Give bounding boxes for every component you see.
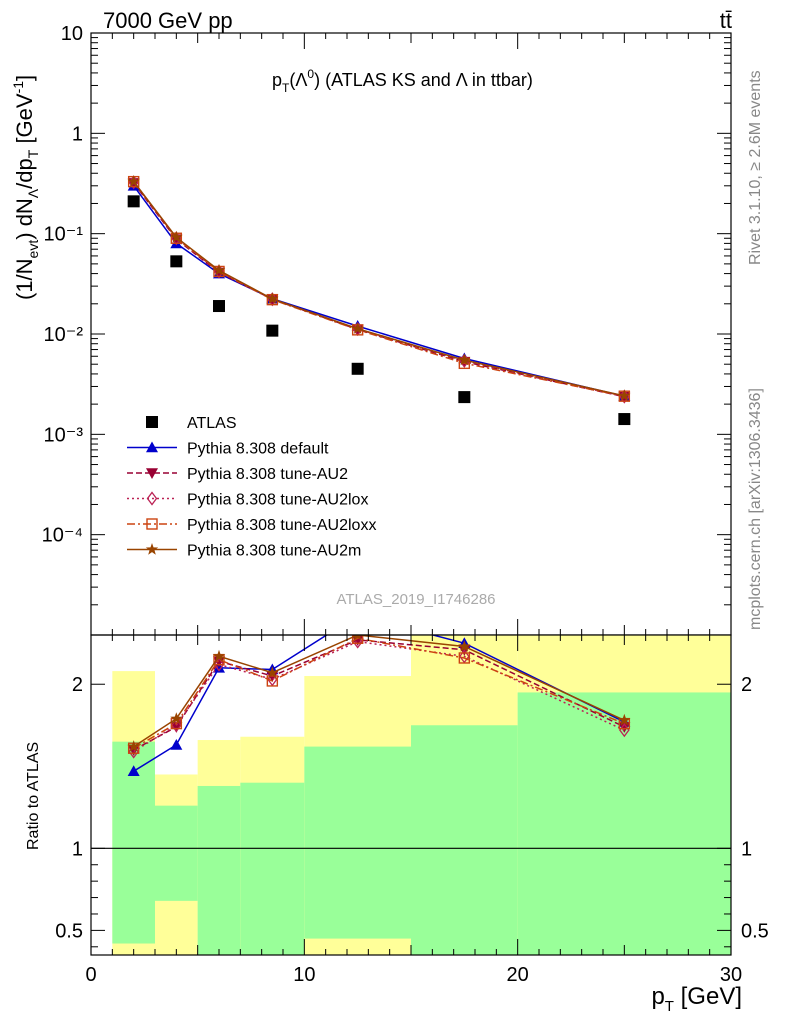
legend-label: Pythia 8.308 tune-AU2lox xyxy=(187,492,368,509)
ratio-data-point xyxy=(127,740,140,752)
main-data-point xyxy=(212,263,226,276)
main-data-point xyxy=(351,322,364,334)
main-data-point xyxy=(170,255,183,268)
main-y-axis-label: (1/Nevt) dNΛ/dpT [GeV-1] xyxy=(10,75,41,300)
ratio-band-green xyxy=(240,782,305,955)
ratio-y-tick-label-right: 2 xyxy=(741,674,752,696)
main-data-point xyxy=(213,300,225,313)
x-tick-label: 20 xyxy=(507,964,529,986)
legend-label: Pythia 8.308 default xyxy=(187,441,329,458)
ratio-series-line xyxy=(133,637,625,749)
ratio-data-point xyxy=(213,657,225,672)
main-y-tick-label: 10⁻² xyxy=(44,324,84,346)
main-series xyxy=(127,175,631,402)
header-right: tt̄ xyxy=(720,8,732,33)
plot-title: pT(Λ0) (ATLAS KS and Λ in ttbar) xyxy=(272,67,533,95)
ratio-band-green xyxy=(304,746,411,939)
ratio-y-tick-label: 0.5 xyxy=(55,920,83,942)
ratio-y-axis-label: Ratio to ATLAS xyxy=(25,742,42,850)
main-data-point xyxy=(458,391,471,404)
main-data-point xyxy=(618,413,631,426)
main-y-tick-label: 10⁻⁴ xyxy=(42,525,83,547)
header-left: 7000 GeV pp xyxy=(103,8,233,33)
main-series xyxy=(127,195,631,426)
legend-entry: Pythia 8.308 tune-AU2lox xyxy=(127,491,368,509)
legend-label: Pythia 8.308 tune-AU2loxx xyxy=(187,517,376,534)
main-series xyxy=(127,178,631,403)
ratio-band-green xyxy=(411,725,518,955)
legend-entry: ATLAS xyxy=(146,415,237,432)
main-series-line xyxy=(133,181,625,397)
ratio-y-tick-label-right: 1 xyxy=(741,838,752,860)
legend-marker xyxy=(146,468,158,479)
legend-entry: Pythia 8.308 tune-AU2loxx xyxy=(127,517,376,534)
main-data-point xyxy=(127,195,140,208)
ratio-data-point xyxy=(458,652,471,664)
main-data-point xyxy=(266,324,279,337)
ratio-data-point xyxy=(266,666,279,678)
ratio-data-point xyxy=(351,635,364,644)
main-y-tick-label: 10⁻³ xyxy=(44,424,84,446)
main-series xyxy=(128,175,630,404)
legend-marker xyxy=(146,416,158,428)
main-series-line xyxy=(133,185,625,397)
ratio-data-point xyxy=(212,649,226,662)
ratio-series-group xyxy=(127,635,631,777)
ratio-data-point xyxy=(127,745,140,756)
ratio-y-tick-label: 1 xyxy=(72,838,83,860)
legend-label: Pythia 8.308 tune-AU2 xyxy=(187,466,348,483)
main-data-point xyxy=(618,389,631,402)
ratio-data-point xyxy=(170,712,183,724)
main-series xyxy=(127,179,631,401)
ratio-data-point xyxy=(170,722,183,733)
main-data-point xyxy=(127,175,140,187)
main-series-line xyxy=(133,181,625,397)
ratio-y-tick-label: 2 xyxy=(72,674,83,696)
ratio-data-point xyxy=(353,635,362,641)
ratio-band-green xyxy=(197,785,241,955)
main-data-point xyxy=(458,353,471,366)
legend-entry: Pythia 8.308 tune-AU2m xyxy=(127,543,361,560)
main-y-tick-label: 1 xyxy=(72,123,83,145)
legend-entry: Pythia 8.308 tune-AU2 xyxy=(127,466,348,483)
legend: ATLAS Pythia 8.308 default Pythia 8.308 tu… xyxy=(127,415,376,560)
legend-marker xyxy=(146,518,158,530)
ratio-band-green xyxy=(155,805,198,901)
main-series-line xyxy=(133,182,625,398)
analysis-watermark: ATLAS_2019_I1746286 xyxy=(336,591,495,608)
main-panel: pT(Λ0) (ATLAS KS and Λ in ttbar) (1/Nevt… xyxy=(10,23,732,636)
legend-label: Pythia 8.308 tune-AU2m xyxy=(187,543,361,560)
ratio-data-point xyxy=(170,738,183,750)
ratio-data-point xyxy=(458,640,471,652)
ratio-series xyxy=(127,635,631,752)
ratio-series-line xyxy=(133,640,625,753)
main-data-point xyxy=(351,362,364,375)
ratio-panel: 0.5 0.51 12 20 10 20 30 Ratio to ATLAS pT [GeV… xyxy=(25,634,769,1015)
mcplots-label: mcplots.cern.ch [arXiv:1306.3436] xyxy=(747,388,764,630)
main-data-point xyxy=(266,292,279,305)
main-y-tick-label: 10 xyxy=(61,23,83,45)
main-data-point xyxy=(170,230,183,243)
ratio-data-point xyxy=(127,765,140,777)
legend-entry: Pythia 8.308 default xyxy=(127,441,329,458)
x-axis-label: pT [GeV] xyxy=(651,983,742,1015)
ratio-data-point xyxy=(266,675,279,687)
ratio-frame xyxy=(90,634,732,956)
main-series-line xyxy=(133,181,625,398)
legend-label: ATLAS xyxy=(187,415,237,432)
main-y-tick-label: 10⁻¹ xyxy=(44,224,84,246)
rivet-label: Rivet 3.1.10, ≥ 2.6M events xyxy=(747,70,764,265)
legend-marker xyxy=(146,491,158,506)
x-tick-label: 0 xyxy=(85,964,96,986)
ratio-y-tick-label-right: 0.5 xyxy=(741,920,769,942)
ratio-data-point xyxy=(618,713,631,726)
x-tick-label: 10 xyxy=(293,964,315,986)
legend-marker xyxy=(146,441,158,453)
x-tick-label: 30 xyxy=(720,964,742,986)
legend-marker xyxy=(145,543,159,555)
main-series xyxy=(127,175,631,402)
